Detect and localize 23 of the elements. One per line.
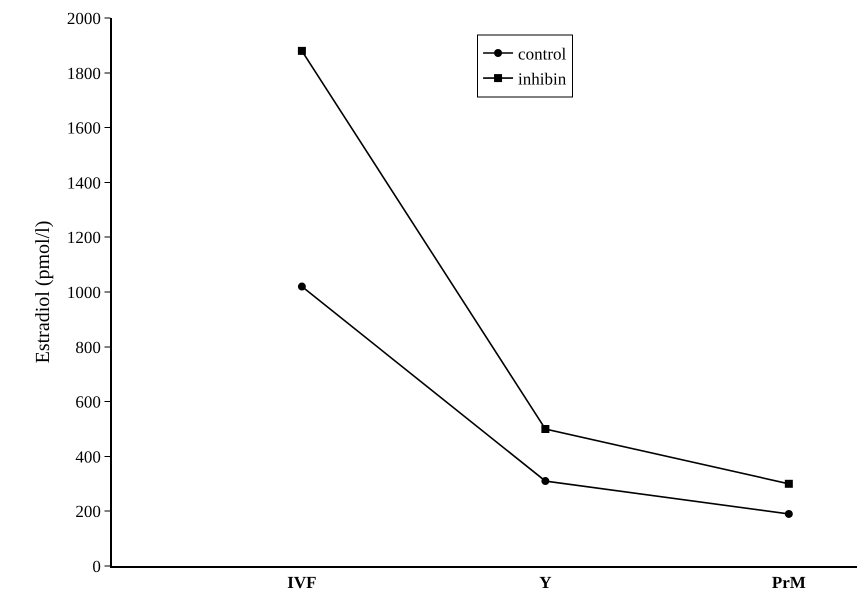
y-tick-label: 1800 (66, 64, 101, 83)
y-tick-label: 1200 (66, 228, 101, 248)
x-tick-label: PrM (772, 573, 806, 592)
y-tick-label: 400 (75, 447, 101, 466)
legend-label: inhibin (518, 70, 567, 89)
y-tick-label: 800 (75, 338, 101, 357)
x-tick-label: IVF (287, 573, 317, 592)
point (541, 425, 550, 433)
x-tick-label: Y (539, 573, 552, 592)
y-tick-label: 0 (92, 556, 101, 576)
point (784, 480, 793, 488)
legend-label: control (518, 44, 566, 64)
point (541, 477, 550, 486)
y-tick-label: 2000 (66, 8, 101, 28)
y-tick-label: 600 (75, 392, 101, 412)
y-tick-label: 200 (75, 502, 101, 522)
y-tick-label: 1400 (66, 173, 101, 192)
point (298, 46, 306, 55)
point (298, 282, 306, 291)
point (784, 510, 793, 518)
y-tick-label: 1600 (66, 118, 101, 138)
y-axis-title: Estradiol (pmol/l) (32, 220, 54, 364)
y-tick-label: 1000 (66, 282, 101, 302)
